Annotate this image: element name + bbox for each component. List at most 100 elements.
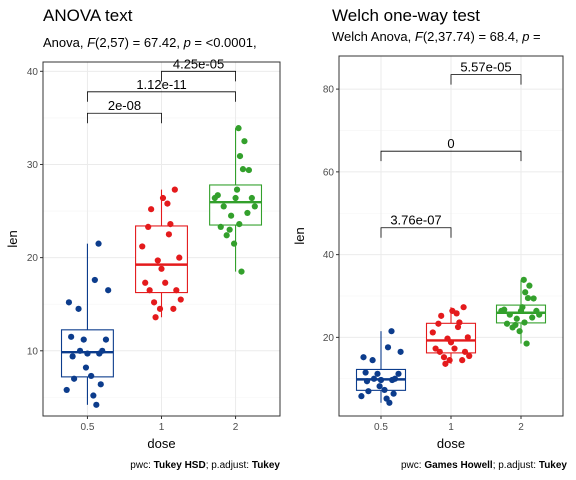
data-point <box>438 312 445 319</box>
bracket-line <box>87 91 236 102</box>
p-value-label: 5.57e-05 <box>460 60 511 75</box>
subtitle-stat-value: (2,57) = 67.42, <box>95 35 184 50</box>
data-point <box>152 314 159 321</box>
subtitle-p-symbol: p <box>183 35 191 50</box>
x-tick-label: 0.5 <box>80 422 94 433</box>
data-point <box>442 360 449 367</box>
caption-pwc-label: pwc: <box>401 460 424 471</box>
data-point <box>521 319 528 326</box>
data-point <box>177 296 184 303</box>
data-point <box>95 240 102 247</box>
data-point <box>451 345 458 352</box>
data-point <box>384 344 392 351</box>
x-tick-label: 0.5 <box>374 422 388 433</box>
data-point <box>239 166 247 173</box>
bracket-line <box>450 74 522 85</box>
data-point <box>236 220 243 228</box>
data-point <box>238 268 245 275</box>
data-point <box>536 311 543 318</box>
data-point <box>82 364 90 371</box>
x-axis-title: dose <box>147 436 175 451</box>
bracket-line <box>161 70 236 82</box>
chart-subtitle: Anova, F(2,57) = 67.42, p = <0.0001, <box>43 35 257 50</box>
data-point <box>530 295 537 302</box>
data-point <box>235 125 242 132</box>
data-point <box>512 321 519 329</box>
data-point <box>363 378 371 385</box>
caption-pwc-label: pwc: <box>130 460 153 471</box>
data-point <box>164 200 171 207</box>
data-point <box>145 223 152 230</box>
data-point <box>519 304 526 311</box>
data-point <box>440 354 448 361</box>
data-point <box>461 348 469 355</box>
data-point <box>63 386 70 394</box>
data-point <box>150 299 158 306</box>
data-point <box>526 282 533 289</box>
data-point <box>464 334 471 341</box>
data-point <box>446 357 453 364</box>
p-value-label: 1.12e-11 <box>136 77 186 92</box>
comparison-bracket: 5.57e-05 <box>450 60 522 85</box>
data-point <box>97 381 104 388</box>
comparison-bracket: 0 <box>380 136 522 162</box>
data-point <box>251 203 258 210</box>
data-point <box>228 212 235 219</box>
chart-subtitle: Welch Anova, F(2,37.74) = 68.4, p = <box>332 29 541 44</box>
data-point <box>358 393 365 400</box>
p-value-label: 0 <box>447 136 454 151</box>
chart-title: Welch one-way test <box>332 6 480 25</box>
data-point <box>436 348 443 355</box>
data-point <box>176 254 183 261</box>
data-point <box>370 375 378 382</box>
data-point <box>460 304 467 311</box>
data-point <box>171 186 178 193</box>
y-tick-label: 40 <box>27 67 39 78</box>
data-point <box>466 352 473 360</box>
data-point <box>68 333 75 340</box>
data-point <box>503 320 511 327</box>
data-point <box>383 395 390 402</box>
data-point <box>93 401 100 408</box>
data-point <box>71 375 78 382</box>
y-tick-label: 20 <box>323 333 335 344</box>
comparison-bracket: 2e-08 <box>87 98 162 124</box>
data-point <box>158 265 165 272</box>
data-point <box>80 336 87 343</box>
data-point <box>170 305 177 312</box>
chart-panel-anova: ANOVA text Anova, F(2,57) = 67.42, p = <… <box>5 6 281 471</box>
data-point <box>498 307 505 314</box>
data-point <box>162 279 169 286</box>
caption-padj-method: Tukey <box>252 460 281 471</box>
data-point <box>432 345 439 352</box>
data-point <box>524 294 532 302</box>
data-point <box>217 223 224 230</box>
x-axis-title: dose <box>437 436 465 451</box>
subtitle-stat-symbol: F <box>87 35 96 50</box>
data-point <box>84 350 91 357</box>
data-point <box>154 257 161 264</box>
caption: pwc: Games Howell; p.adjust: Tukey <box>401 460 567 471</box>
data-point <box>165 231 173 238</box>
data-point <box>516 328 523 335</box>
x-tick-label: 1 <box>448 422 454 433</box>
data-point <box>102 336 110 343</box>
x-tick-label: 2 <box>518 422 524 433</box>
x-tick-label: 1 <box>159 422 165 433</box>
p-value-label: 2e-08 <box>108 98 141 113</box>
data-point <box>233 186 241 193</box>
data-point <box>105 287 112 294</box>
subtitle-prefix: Welch Anova, <box>332 29 415 44</box>
data-point <box>245 166 252 174</box>
data-point <box>75 305 82 312</box>
data-point <box>90 392 97 399</box>
data-point <box>139 243 146 250</box>
subtitle-p-value: = <0.0001, <box>191 35 257 50</box>
data-point <box>226 226 233 233</box>
data-point <box>159 194 167 202</box>
subtitle-stat-value: (2,37.74) = 68.4, <box>423 29 522 44</box>
bracket-line <box>380 150 522 162</box>
caption-padj-label: ; p.adjust: <box>493 460 539 471</box>
data-point <box>459 357 466 364</box>
